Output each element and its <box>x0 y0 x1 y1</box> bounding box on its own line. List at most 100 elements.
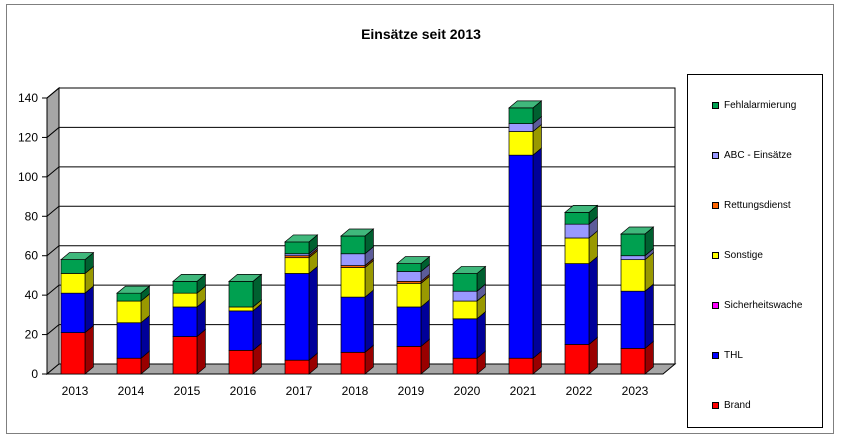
plot-area: 0 20 40 60 80 100 120 140 2013 2014 2015 2016 2017 20… <box>18 86 677 398</box>
bar-segment <box>452 300 478 320</box>
bar-side <box>476 311 486 359</box>
legend-label: THL <box>724 350 743 361</box>
bar-segment <box>508 107 534 124</box>
bar-segment <box>172 292 198 308</box>
chart-title: Einsätze seit 2013 <box>361 26 481 42</box>
y-tick-label: 0 <box>31 367 38 381</box>
bar-segment <box>508 123 534 132</box>
bar-top <box>508 100 543 109</box>
bar-segment <box>620 348 646 375</box>
bar-top <box>172 273 207 282</box>
bar-segment <box>116 322 142 359</box>
legend-swatch <box>712 152 719 159</box>
x-tick-label: 2021 <box>510 384 537 398</box>
bar-side <box>252 303 262 352</box>
x-tick-label: 2014 <box>118 384 145 398</box>
bar-segment <box>396 346 422 375</box>
bar-top <box>620 226 655 235</box>
legend-label: ABC - Einsätze <box>724 150 792 161</box>
legend-swatch <box>712 102 719 109</box>
bar-segment <box>452 357 478 375</box>
bar-segment <box>620 233 646 257</box>
bar-top <box>228 273 263 282</box>
bar-segment <box>60 292 86 333</box>
bar-segment <box>172 336 198 375</box>
bar-segment <box>172 306 198 337</box>
bar-segment <box>116 292 142 302</box>
y-tick-label: 60 <box>25 249 39 263</box>
bar-top <box>60 252 95 261</box>
bar-segment <box>60 273 86 294</box>
bar-side <box>84 324 94 375</box>
bar-segment <box>116 357 142 375</box>
bar-segment <box>452 318 478 359</box>
bar-segment <box>340 253 366 266</box>
x-tick-label: 2018 <box>342 384 369 398</box>
bar-segment <box>564 344 590 375</box>
y-tick-label: 80 <box>25 209 39 223</box>
bar-segment <box>620 290 646 349</box>
bar-segment <box>284 241 310 255</box>
bar-segment <box>620 255 646 261</box>
gridline <box>46 126 675 138</box>
bar-segment <box>228 349 254 375</box>
bar-side <box>196 328 206 375</box>
bar-side <box>588 255 598 346</box>
bar-segment <box>284 257 310 274</box>
y-tick-label: 20 <box>25 328 39 342</box>
bar-side <box>364 289 374 354</box>
y-tick-label: 40 <box>25 288 39 302</box>
bar-segment <box>228 306 254 312</box>
x-tick-label: 2020 <box>454 384 481 398</box>
x-tick-label: 2016 <box>230 384 257 398</box>
bar-segment <box>508 154 534 359</box>
bar-segment <box>340 296 366 353</box>
bar-side <box>84 285 94 334</box>
bar-top <box>564 204 599 213</box>
bar-segment <box>116 300 142 324</box>
bar-segment <box>564 263 590 345</box>
bar-segment <box>228 280 254 308</box>
bar-side <box>308 265 318 361</box>
legend-swatch <box>712 302 719 309</box>
x-tick-label: 2017 <box>286 384 313 398</box>
legend-label: Fehlalarmierung <box>724 100 797 111</box>
bar-segment <box>396 306 422 347</box>
legend: Fehlalarmierung ABC - Einsätze Rettungsdie… <box>687 74 823 428</box>
gridline <box>46 87 675 99</box>
bar-segment <box>284 273 310 361</box>
bar-segment <box>396 282 422 308</box>
bar-segment <box>284 359 310 375</box>
legend-swatch <box>712 352 719 359</box>
legend-swatch <box>712 402 719 409</box>
bar-top <box>340 228 375 237</box>
bar-segment <box>340 235 366 255</box>
bar-side <box>420 299 430 348</box>
x-tick-label: 2023 <box>622 384 649 398</box>
gridline <box>46 245 675 257</box>
x-tick-label: 2019 <box>398 384 425 398</box>
bar-side <box>532 147 542 359</box>
gridline <box>46 166 675 178</box>
bar-top <box>116 285 151 294</box>
bar-segment <box>564 237 590 264</box>
x-tick-label: 2015 <box>174 384 201 398</box>
bar-segment <box>228 310 254 351</box>
bar-segment <box>340 351 366 375</box>
gridline <box>46 205 675 217</box>
x-tick-label: 2022 <box>566 384 593 398</box>
legend-label: Sonstige <box>724 250 763 261</box>
legend-swatch <box>712 202 719 209</box>
y-tick-label: 100 <box>18 170 38 184</box>
y-tick-label: 120 <box>18 130 38 144</box>
bar-segment <box>340 267 366 298</box>
bar-segment <box>452 290 478 302</box>
bar-segment <box>60 332 86 375</box>
bar-segment <box>564 211 590 225</box>
y-tick-label: 140 <box>18 91 38 105</box>
bar-side <box>644 283 654 350</box>
bar-segment <box>172 280 198 294</box>
bar-top <box>452 266 487 274</box>
bar-segment <box>564 223 590 239</box>
bar-top <box>396 256 431 264</box>
